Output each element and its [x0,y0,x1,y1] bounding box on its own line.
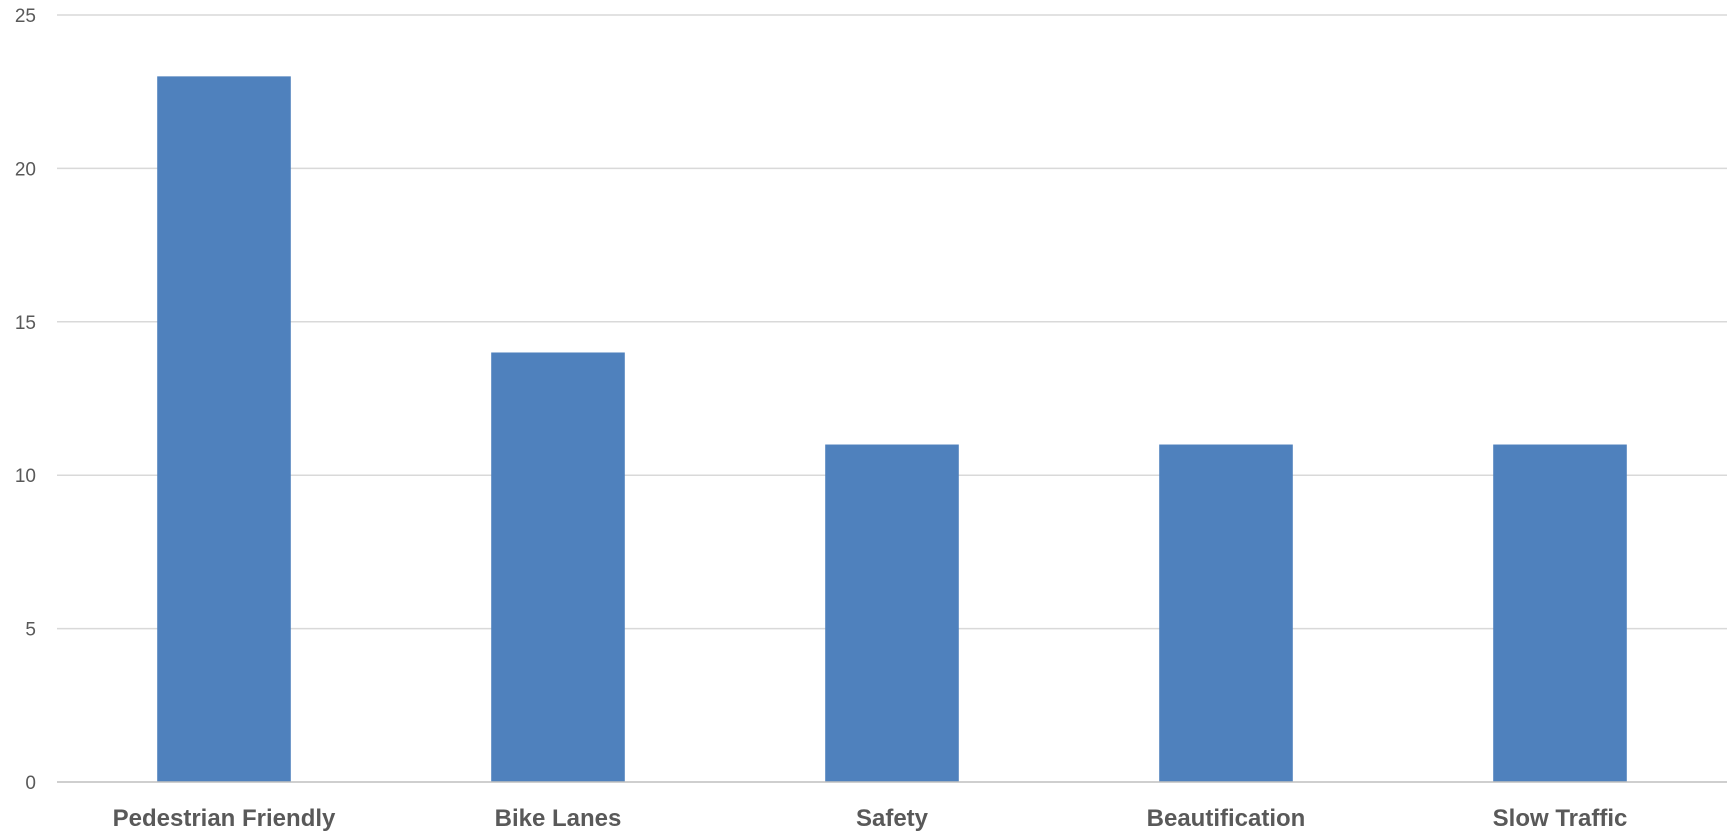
x-tick-label: Pedestrian Friendly [113,805,336,832]
y-tick-label: 25 [15,6,36,27]
x-tick-label: Beautification [1147,805,1306,832]
y-tick-label: 10 [15,466,36,487]
x-tick-label: Bike Lanes [495,805,622,832]
bar-slow-traffic [1493,444,1627,782]
x-tick-label: Slow Traffic [1493,805,1628,832]
bars [157,76,1627,783]
y-tick-label: 0 [25,773,36,794]
bar-bike-lanes [491,352,625,782]
y-tick-label: 20 [15,159,36,180]
y-tick-label: 5 [25,620,36,641]
x-tick-label: Safety [856,805,929,832]
gridlines [57,14,1727,630]
bar-beautification [1159,444,1293,782]
y-tick-label: 15 [15,313,36,334]
bar-safety [825,444,959,782]
bar-pedestrian-friendly [157,76,291,783]
x-axis-tick-labels: Pedestrian Friendly Bike Lanes Safety Beaut… [113,805,1628,832]
y-axis-tick-labels: 0 5 10 15 20 25 [15,6,36,794]
